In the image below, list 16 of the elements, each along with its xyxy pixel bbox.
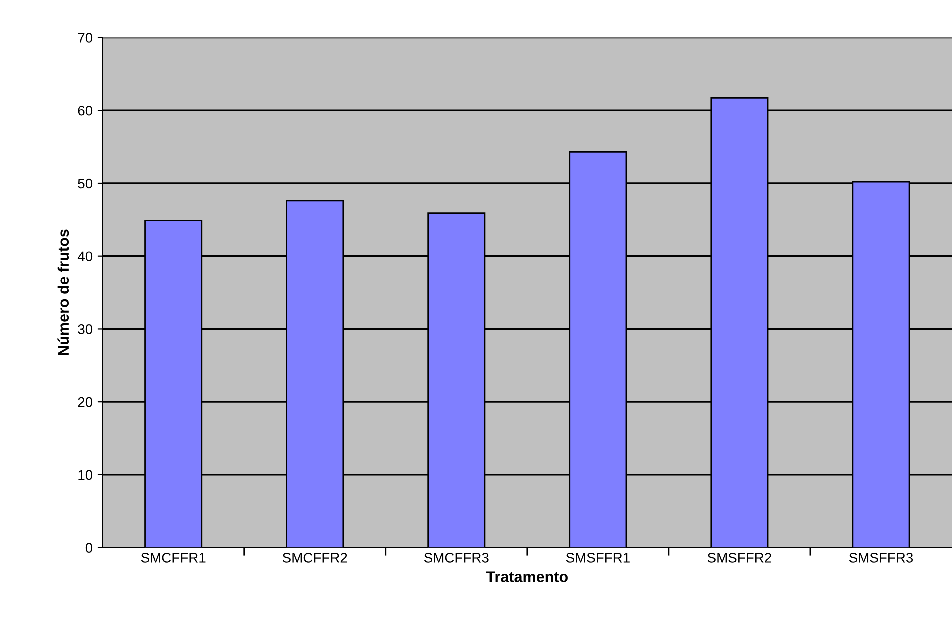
y-tick-label: 40 xyxy=(78,252,93,262)
y-tick-label: 30 xyxy=(78,324,93,334)
y-tick-label: 70 xyxy=(78,33,93,43)
y-tick-label: 0 xyxy=(86,543,93,553)
y-axis-title: Número de frutos xyxy=(58,230,70,356)
y-tick-label: 50 xyxy=(78,178,93,189)
x-axis-title: Tratamento xyxy=(486,572,568,582)
x-tick-label: SMSFFR2 xyxy=(708,553,772,563)
x-tick-label: SMSFFR3 xyxy=(849,553,914,563)
x-tick-label: SMCFFR2 xyxy=(282,553,348,563)
y-tick-label: 60 xyxy=(78,106,93,116)
y-tick-label: 10 xyxy=(78,470,93,480)
x-tick-label: SMCFFR3 xyxy=(424,553,489,563)
x-tick-label: SMCFFR1 xyxy=(141,553,206,563)
x-tick-label: SMSFFR1 xyxy=(566,553,630,563)
y-tick-label: 20 xyxy=(78,397,93,408)
